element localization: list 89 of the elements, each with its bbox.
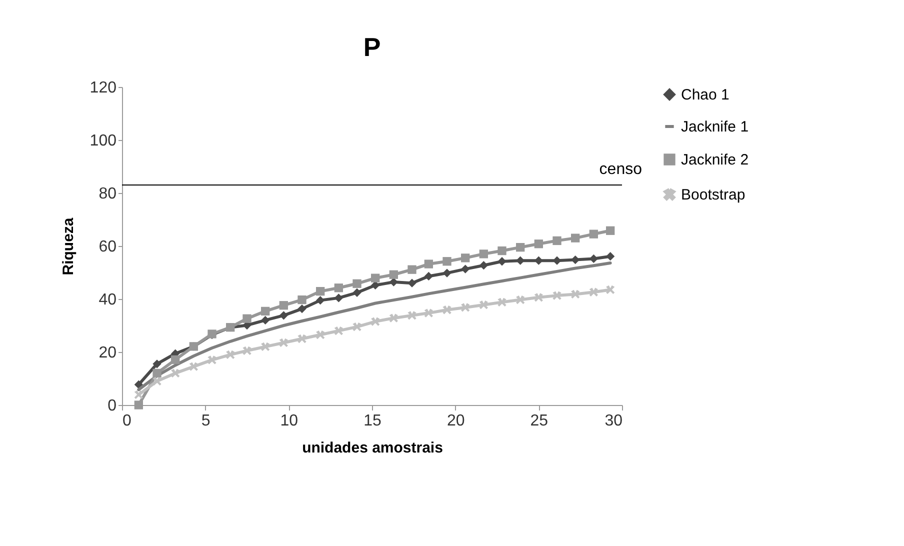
point — [516, 242, 525, 252]
point — [171, 368, 180, 378]
chart-title: P — [363, 32, 381, 62]
point — [408, 278, 416, 288]
point — [134, 400, 143, 410]
point — [461, 254, 470, 262]
point — [316, 286, 325, 296]
y-tick-label: 40 — [98, 292, 117, 308]
y-axis-title: Riqueza — [60, 217, 77, 276]
point — [242, 346, 252, 356]
point — [606, 285, 615, 294]
x-tick-label: 0 — [122, 412, 132, 430]
point — [279, 311, 288, 320]
point — [424, 308, 433, 318]
x-tick-label: 30 — [604, 412, 623, 430]
point — [298, 295, 306, 304]
x-tick-label: 5 — [201, 412, 210, 430]
point — [298, 304, 306, 314]
point — [352, 279, 362, 288]
point — [152, 360, 162, 368]
x-tick-label: 25 — [530, 412, 548, 430]
point — [279, 301, 288, 310]
y-tick-label: 20 — [98, 344, 117, 362]
point — [479, 300, 488, 310]
point — [334, 284, 343, 292]
point — [479, 250, 488, 258]
point — [534, 293, 543, 302]
point — [371, 274, 380, 282]
point — [242, 314, 252, 323]
point — [442, 257, 452, 266]
x-tick-label: 20 — [446, 412, 465, 430]
point — [134, 390, 143, 399]
point — [208, 356, 216, 364]
y-tick-label: 100 — [90, 132, 117, 150]
point — [498, 298, 506, 307]
point — [589, 288, 598, 296]
legend-label: Chao 1 — [681, 86, 730, 104]
point — [389, 314, 398, 322]
point — [552, 236, 562, 246]
legend-label: Jacknife 1 — [681, 118, 749, 136]
point — [334, 326, 343, 336]
y-tick-label: 120 — [90, 80, 117, 96]
point — [479, 261, 488, 270]
point — [261, 342, 270, 352]
point — [189, 362, 198, 371]
point — [298, 334, 306, 344]
point — [461, 264, 470, 274]
point — [134, 380, 143, 389]
x-tick-label: 10 — [280, 412, 298, 430]
point — [152, 368, 162, 378]
point — [534, 240, 543, 248]
point — [279, 338, 288, 348]
y-tick-label: 80 — [98, 186, 117, 202]
x-axis-title: unidades amostrais — [302, 440, 443, 456]
point — [352, 288, 362, 297]
point — [352, 322, 362, 332]
point — [589, 230, 598, 238]
point — [442, 268, 452, 278]
point — [389, 278, 398, 286]
point — [316, 330, 325, 340]
point — [516, 295, 525, 304]
point — [408, 311, 416, 320]
point — [152, 376, 162, 386]
point — [334, 294, 343, 302]
point — [424, 260, 433, 268]
point — [408, 265, 416, 274]
point — [571, 290, 580, 299]
point — [389, 270, 398, 279]
point — [461, 303, 470, 312]
point — [498, 246, 506, 256]
point — [498, 257, 506, 266]
point — [371, 317, 380, 326]
point — [606, 226, 615, 235]
point — [552, 291, 562, 300]
x-tick-label: 15 — [364, 412, 382, 430]
point — [226, 350, 235, 359]
point — [261, 306, 270, 316]
point — [316, 296, 325, 305]
y-tick-label: 60 — [98, 238, 117, 256]
legend-label: Bootstrap — [681, 186, 746, 204]
y-tick-label: 0 — [108, 398, 117, 414]
legend-label: Jacknife 2 — [681, 152, 749, 168]
point — [424, 272, 433, 281]
point — [442, 306, 452, 314]
point — [606, 252, 615, 261]
ref-line-label: censo — [599, 161, 642, 178]
point — [571, 234, 580, 242]
point — [261, 316, 270, 325]
point — [171, 355, 180, 364]
